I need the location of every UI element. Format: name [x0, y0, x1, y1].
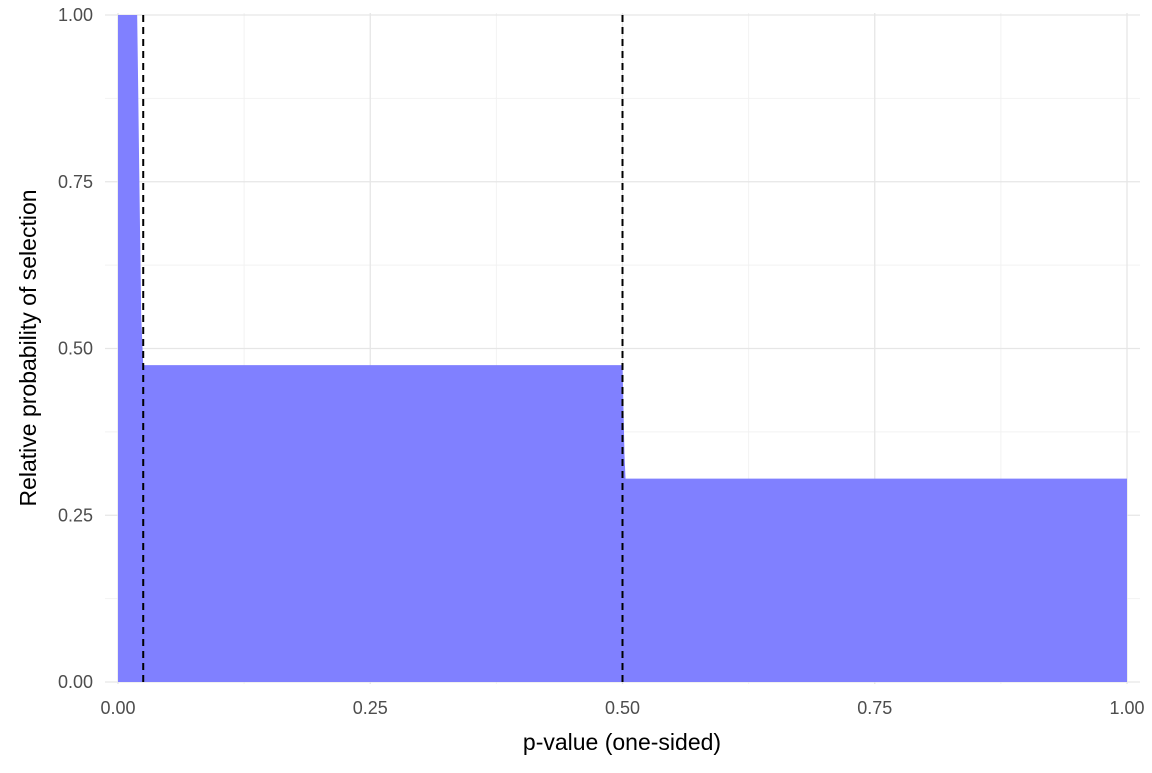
- y-tick-label: 0.00: [58, 672, 93, 692]
- x-axis-label: p-value (one-sided): [523, 729, 721, 755]
- x-tick-label: 0.00: [100, 698, 135, 718]
- area-layer: [118, 15, 1127, 682]
- y-tick-label: 0.50: [58, 339, 93, 359]
- x-axis-ticks: 0.00 0.25 0.50 0.75 1.00: [100, 698, 1144, 718]
- y-tick-label: 0.25: [58, 505, 93, 525]
- selection-probability-area: [118, 15, 1127, 682]
- y-axis-ticks: 0.00 0.25 0.50 0.75 1.00: [58, 5, 93, 692]
- reference-lines: [142, 15, 624, 682]
- y-tick-label: 1.00: [58, 5, 93, 25]
- x-tick-label: 0.50: [605, 698, 640, 718]
- x-tick-label: 0.75: [857, 698, 892, 718]
- x-tick-label: 1.00: [1109, 698, 1144, 718]
- x-tick-label: 0.25: [353, 698, 388, 718]
- y-axis-label: Relative probability of selection: [15, 189, 41, 506]
- y-tick-label: 0.75: [58, 172, 93, 192]
